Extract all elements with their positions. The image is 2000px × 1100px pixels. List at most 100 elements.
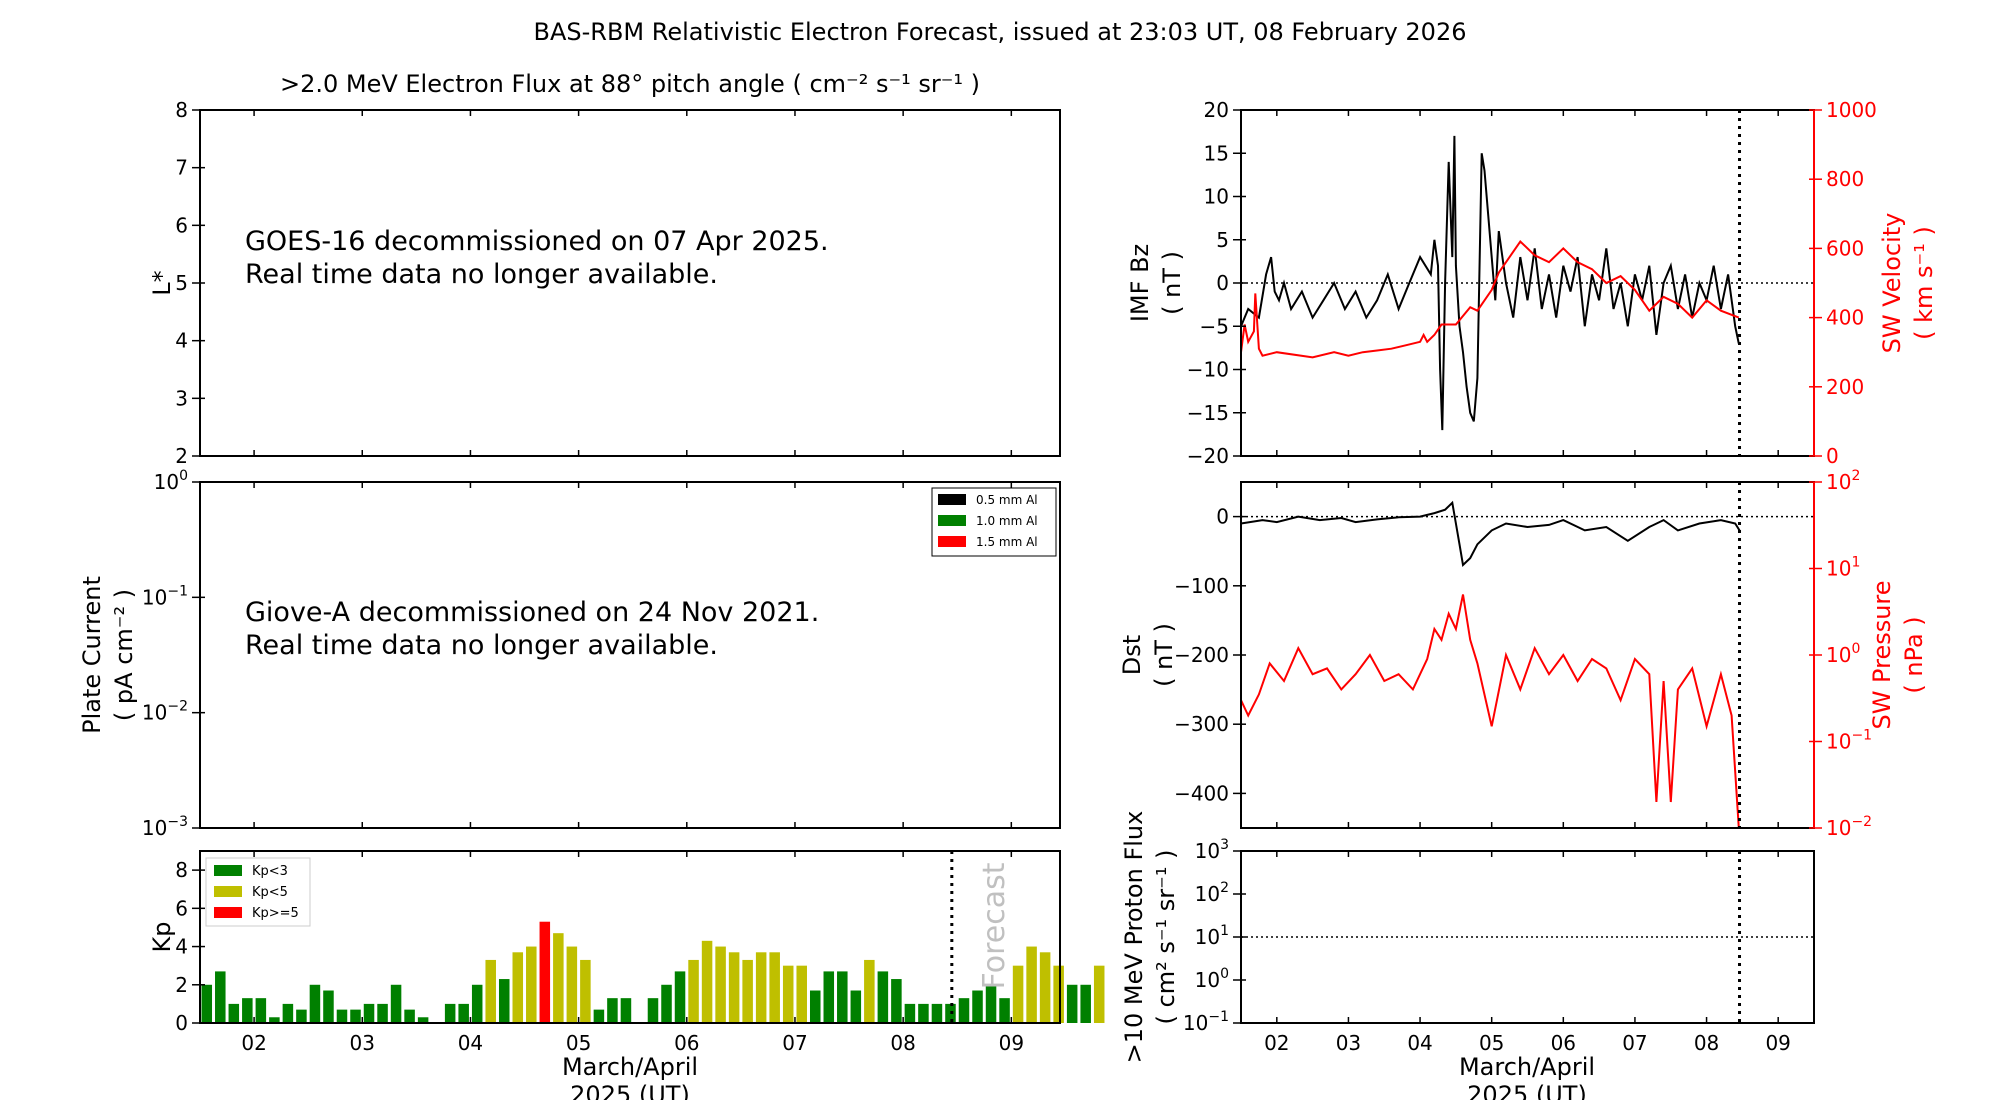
- imf-y-tick-label: 0: [1216, 271, 1229, 295]
- plate-current-y-tick-label: 10−1: [142, 583, 188, 609]
- kp-bar: [1066, 984, 1078, 1023]
- electron-flux-y-tick-label: 4: [175, 329, 188, 353]
- sw-velocity-line: [1240, 239, 1740, 359]
- electron-flux-panel: >2.0 MeV Electron Flux at 88° pitch angl…: [148, 70, 1061, 468]
- kp-bar: [593, 1009, 605, 1023]
- kp-bar: [323, 990, 334, 1023]
- kp-bar: [390, 984, 402, 1023]
- kp-bar: [958, 998, 970, 1023]
- sw-pressure-y-tick-label: 10−2: [1826, 814, 1872, 840]
- x-tick-label: 05: [1479, 1031, 1504, 1055]
- kp-bar: [985, 984, 997, 1023]
- imf-y-tick-label: −15: [1187, 401, 1229, 425]
- kp-bar: [661, 984, 672, 1023]
- electron-flux-y-tick-label: 3: [175, 386, 188, 410]
- imf-y-tick-label: 10: [1204, 185, 1229, 209]
- page-title: BAS-RBM Relativistic Electron Forecast, …: [534, 18, 1467, 46]
- kp-bar: [701, 940, 713, 1023]
- kp-bar: [377, 1003, 388, 1023]
- kp-legend-swatch-high: [214, 907, 242, 918]
- kp-bar: [471, 984, 483, 1023]
- kp-bar: [769, 952, 780, 1023]
- imf-y-tick-label: 5: [1216, 228, 1229, 252]
- kp-bar: [539, 921, 551, 1023]
- dst-y-tick-label: −300: [1174, 712, 1229, 736]
- dst-ticks: 0 −100 −200 −300 −400 102 101 100 10−1 10−2: [1174, 468, 1872, 840]
- x-tick-label: 07: [1622, 1031, 1647, 1055]
- x-tick-label: 04: [1407, 1031, 1432, 1055]
- kp-bar: [688, 959, 699, 1023]
- sw-velocity-y-tick-label: 400: [1826, 306, 1864, 330]
- proton-flux-xlabel-line-2: 2025 (UT): [1467, 1081, 1587, 1100]
- electron-flux-y-tick-label: 6: [175, 213, 188, 237]
- plate-current-frame: [199, 481, 1061, 829]
- sw-pressure-ylabel: SW Pressure: [1868, 580, 1896, 729]
- proton-flux-xlabel-line-1: March/April: [1459, 1053, 1595, 1081]
- kp-bar: [404, 1009, 415, 1023]
- giove-message-line-2: Real time data no longer available.: [245, 630, 718, 661]
- plate-current-ylabel: Plate Current: [78, 576, 106, 734]
- sw-pressure-y-tick-label: 100: [1826, 641, 1860, 667]
- proton-flux-panel: 103 102 101 100 10−1 02 03 04 05 06 07 08 09 >10 MeV…: [1120, 811, 1815, 1100]
- legend-label-1-5mm: 1.5 mm Al: [976, 535, 1038, 549]
- kp-legend-label-mid: Kp<5: [252, 885, 288, 900]
- kp-bar: [1053, 965, 1064, 1023]
- dst-y-tick-label: 0: [1216, 505, 1229, 529]
- kp-bar: [512, 952, 524, 1023]
- kp-bar: [837, 971, 848, 1023]
- kp-y-tick-label: 0: [175, 1011, 188, 1035]
- kp-bar: [1012, 965, 1024, 1023]
- sw-pressure-y-tick-label: 10−1: [1826, 728, 1872, 754]
- kp-y-tick-label: 4: [175, 935, 188, 959]
- sw-pressure-y-tick-label: 101: [1826, 555, 1860, 581]
- sw-velocity-ylabel: SW Velocity: [1878, 213, 1906, 354]
- imf-velocity-panel: 20 15 10 5 0 −5 −10 −15 −20 1000 800 600 400 200 0 IMF…: [1126, 98, 1938, 468]
- kp-bar: [553, 933, 564, 1023]
- proton-flux-y-tick-label: 10−1: [1183, 1009, 1229, 1035]
- imf-y-tick-label: −20: [1187, 444, 1229, 468]
- kp-bar: [864, 959, 875, 1023]
- giove-message-line-1: Giove-A decommissioned on 24 Nov 2021.: [245, 597, 819, 628]
- sw-velocity-y-tick-label: 600: [1826, 236, 1864, 260]
- imf-yunits: ( nT ): [1158, 251, 1186, 315]
- dst-pressure-panel: 0 −100 −200 −300 −400 102 101 100 10−1 10−2 Dst (…: [1118, 468, 1928, 840]
- kp-bar: [1080, 984, 1091, 1023]
- kp-bar: [796, 965, 807, 1023]
- sw-velocity-y-tick-label: 800: [1826, 167, 1864, 191]
- plate-current-legend: 0.5 mm Al 1.0 mm Al 1.5 mm Al: [931, 487, 1057, 557]
- imf-bz-line: [1240, 135, 1740, 431]
- kp-forecast-label: Forecast: [977, 862, 1012, 989]
- electron-flux-title: >2.0 MeV Electron Flux at 88° pitch angl…: [280, 70, 980, 98]
- kp-bar: [580, 959, 591, 1023]
- kp-bar: [931, 1003, 943, 1023]
- dst-yunits: ( nT ): [1150, 623, 1178, 687]
- x-tick-label: 03: [1336, 1031, 1361, 1055]
- electron-flux-y-tick-label: 5: [175, 271, 188, 295]
- x-tick-label: 04: [458, 1031, 483, 1055]
- kp-bar: [728, 952, 740, 1023]
- sw-velocity-yunits: ( km s⁻¹ ): [1910, 226, 1938, 340]
- imf-y-tick-label: −5: [1200, 314, 1229, 338]
- imf-ylabel: IMF Bz: [1126, 244, 1154, 322]
- kp-bar: [282, 1003, 294, 1023]
- kp-frame: [199, 850, 1061, 1024]
- kp-bar: [620, 998, 632, 1023]
- kp-bar: [715, 946, 726, 1023]
- sw-velocity-y-tick-label: 1000: [1826, 98, 1877, 122]
- electron-flux-y-ticks: 2 3 4 5 6 7 8: [175, 98, 1013, 468]
- electron-flux-y-tick-label: 2: [175, 444, 188, 468]
- kp-legend: Kp<3 Kp<5 Kp>=5: [205, 857, 311, 927]
- kp-bar: [877, 971, 889, 1023]
- plate-current-panel: 100 10−1 10−2 10−3 Plate Current ( pA cm⁻² …: [78, 468, 1061, 840]
- proton-flux-y-tick-label: 101: [1195, 923, 1229, 949]
- legend-swatch-0-5mm: [938, 494, 966, 505]
- sw-pressure-y-tick-label: 102: [1826, 468, 1860, 494]
- kp-bar: [755, 952, 767, 1023]
- kp-bar: [458, 1003, 469, 1023]
- x-tick-label: 06: [1551, 1031, 1576, 1055]
- kp-bar: [444, 1003, 456, 1023]
- x-tick-label: 07: [782, 1031, 807, 1055]
- kp-legend-swatch-low: [214, 865, 242, 876]
